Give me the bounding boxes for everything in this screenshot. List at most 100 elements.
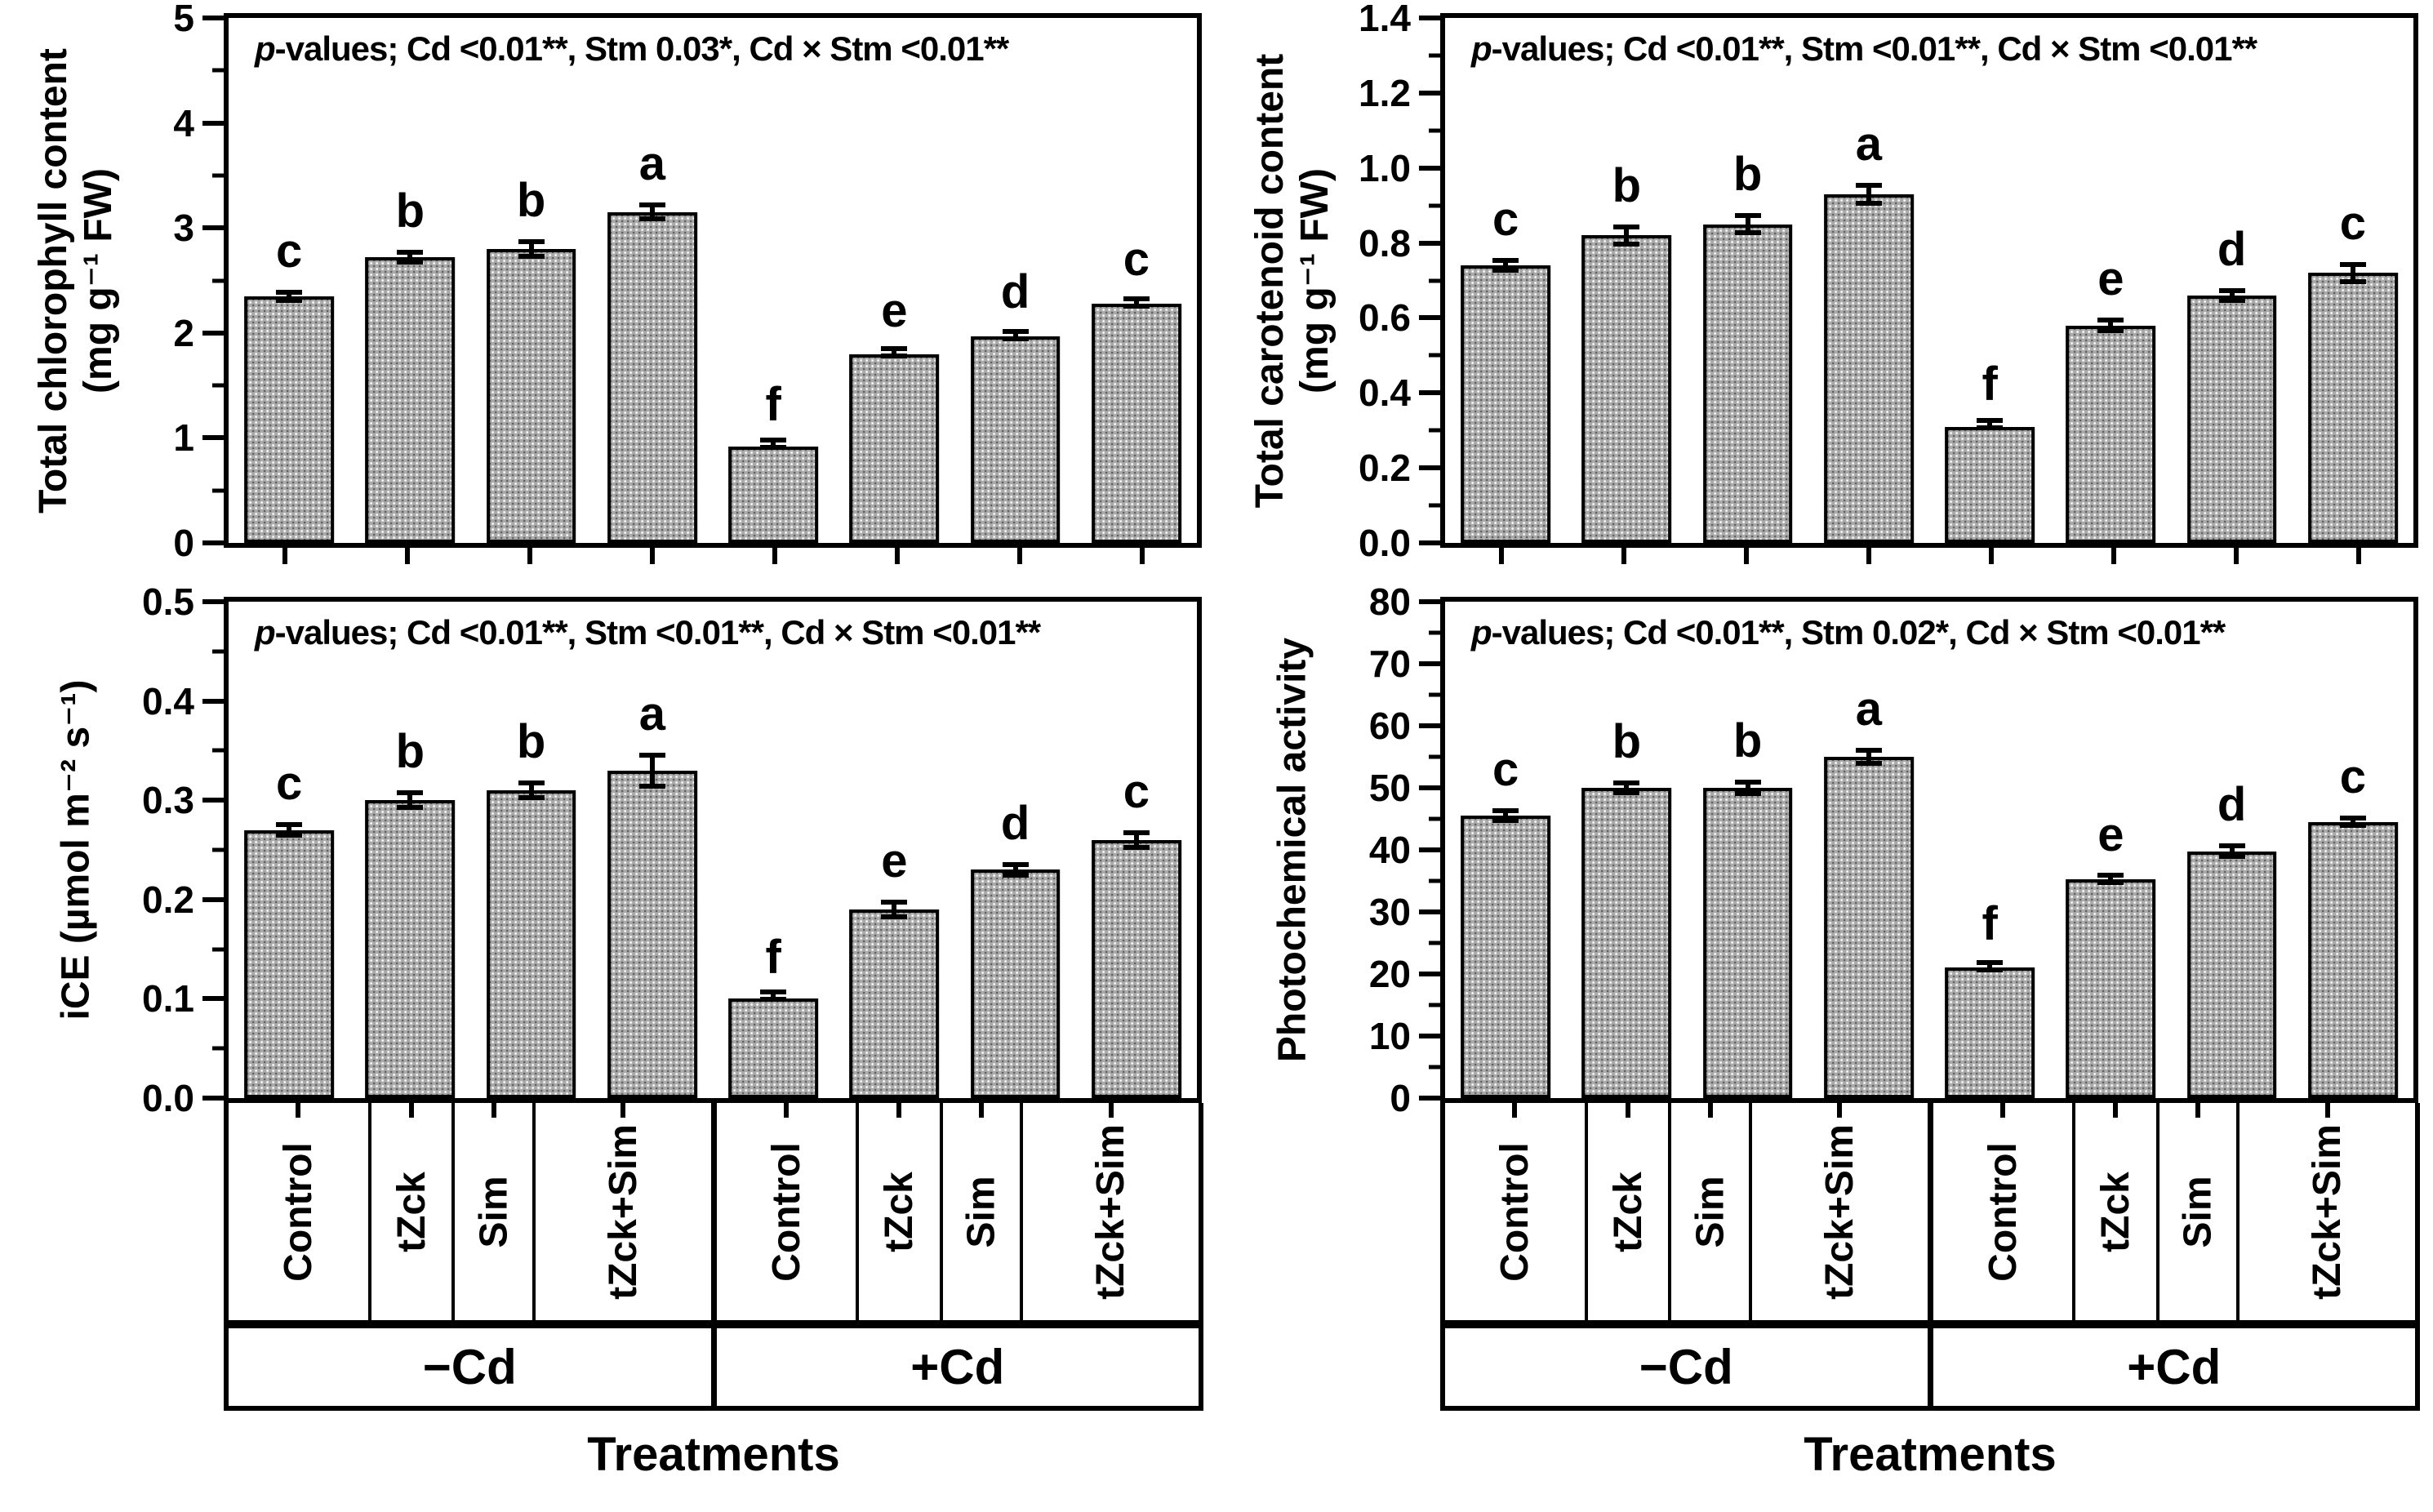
x-category-label: tZck+Sim	[1089, 1123, 1133, 1300]
bar-tzck	[2066, 878, 2156, 1098]
y-axis-title-line: Total chlorophyll content	[31, 47, 75, 514]
x-category-cell: Sim	[942, 1103, 1024, 1320]
error-bar	[1855, 183, 1882, 206]
bar-sim	[970, 336, 1061, 543]
error-bar	[2218, 287, 2245, 304]
y-axis-tick-label: 0.1	[142, 977, 194, 1021]
cd-group-row: −Cd +Cd	[224, 1324, 1203, 1411]
x-category-cell: tZck+Sim	[1751, 1103, 1933, 1320]
y-axis-tick	[202, 698, 224, 704]
y-axis-tick	[202, 16, 224, 20]
x-category-label: tZck	[389, 1171, 434, 1252]
y-axis-tick-label: 60	[1368, 705, 1411, 747]
x-category-cell: Sim	[455, 1103, 536, 1320]
y-axis-tick-label: 0	[1390, 1077, 1411, 1119]
y-axis-tick	[1419, 240, 1440, 246]
y-axis-tick	[1419, 465, 1440, 471]
y-axis-tick	[1429, 353, 1440, 358]
x-axis-tick	[1837, 1103, 1843, 1118]
y-axis-tick	[202, 996, 224, 1002]
bar-tzck	[2066, 325, 2156, 543]
x-category-label: Control	[764, 1141, 808, 1282]
x-axis-tick	[405, 548, 410, 564]
bar-control	[728, 998, 818, 1098]
bar-sim	[2186, 851, 2277, 1098]
significance-letter: f	[1982, 358, 1998, 411]
bar-slot: c	[2293, 602, 2413, 1098]
significance-letter: b	[395, 725, 425, 779]
y-axis-tick	[1419, 315, 1440, 321]
bar-slot: e	[2050, 602, 2171, 1098]
x-axis-tick	[408, 1103, 414, 1118]
x-axis-tick	[2324, 1103, 2330, 1118]
error-bar	[1613, 224, 1640, 247]
x-category-cell: Control	[229, 1103, 371, 1320]
error-bar	[881, 899, 908, 920]
y-axis-tick-label: 0.4	[142, 679, 194, 723]
y-axis-tick-label: 0.8	[1359, 221, 1411, 265]
x-category-label: tZck+Sim	[2306, 1123, 2350, 1300]
y-axis-tick	[1419, 661, 1440, 666]
significance-letter: c	[1123, 233, 1150, 287]
bar-slot: c	[1076, 18, 1197, 543]
bar-sim	[486, 790, 576, 1098]
x-axis-title: Treatments	[587, 1428, 840, 1481]
significance-letter: d	[1000, 796, 1030, 850]
bar-slot: d	[955, 18, 1076, 543]
bar-slot: c	[229, 18, 349, 543]
y-axis-tick-label: 0.4	[1359, 371, 1411, 415]
significance-letter: b	[1612, 158, 1642, 212]
y-axis-tick-label: 1	[173, 416, 194, 460]
bar-tzck-sim	[1092, 303, 1181, 543]
y-axis-tick-label: 70	[1368, 643, 1411, 685]
bar-slot: d	[955, 602, 1076, 1098]
x-axis-tick	[979, 1103, 985, 1118]
y-axis-tick-label: 50	[1368, 767, 1411, 809]
bar-control	[1945, 426, 2035, 543]
bar-sim	[1702, 788, 1793, 1098]
error-bar	[2339, 816, 2366, 829]
y-axis-tick	[1429, 503, 1440, 508]
y-axis-tick	[202, 435, 224, 441]
error-bar	[518, 780, 545, 801]
x-category-cell: Control	[1933, 1103, 2076, 1320]
error-bar	[1123, 296, 1150, 309]
x-category-cell: tZck	[859, 1103, 943, 1320]
p-values-annotation: p-values; Cd <0.01**, Stm 0.02*, Cd × St…	[1471, 613, 2409, 652]
y-axis-tick	[1419, 540, 1440, 545]
y-axis-tick-label: 5	[173, 0, 194, 39]
x-axis-label-table: Control tZck Sim tZck+Sim Control tZck Sim tZck…	[1440, 1103, 2420, 1411]
y-axis-tick-label: 2	[173, 311, 194, 354]
error-bar	[1613, 780, 1640, 796]
y-axis-title-line: (mg g⁻¹ FW)	[1293, 167, 1337, 394]
y-axis-tick	[1429, 1065, 1440, 1070]
error-bar	[760, 437, 787, 450]
bar-tzck	[849, 909, 940, 1098]
figure-column-right: Total carotenoid content (mg g⁻¹ FW) p-v…	[1216, 0, 2433, 1512]
y-axis-tick-label: 1.2	[1359, 71, 1411, 114]
bar-tzck	[849, 354, 940, 543]
bar-slot: d	[2172, 18, 2293, 543]
x-axis-tick	[783, 1103, 789, 1118]
bar-tzck	[365, 257, 456, 543]
error-bar	[881, 345, 908, 358]
x-category-label: tZck+Sim	[601, 1123, 645, 1300]
significance-letter: e	[2097, 807, 2124, 861]
y-axis-tick-label: 0.2	[142, 878, 194, 921]
x-axis-tick	[896, 1103, 902, 1118]
chart-ice: iCE (µmol m⁻² s⁻¹) p-values; Cd <0.01**,…	[7, 583, 1202, 1117]
significance-letter: b	[516, 714, 546, 768]
treatment-label-row: Control tZck Sim tZck+Sim Control tZck Sim tZck…	[224, 1103, 1203, 1325]
x-category-label: Sim	[2176, 1175, 2220, 1248]
y-axis-tick-label: 0.5	[142, 580, 194, 623]
significance-letter: d	[2217, 222, 2247, 276]
bar-slot: b	[349, 18, 470, 543]
x-axis-tick	[772, 548, 777, 564]
y-axis-tick	[212, 947, 224, 952]
y-axis-tick	[1419, 16, 1440, 20]
significance-letter: a	[1855, 118, 1883, 171]
significance-letter: b	[1612, 714, 1642, 768]
x-axis-tick	[282, 548, 287, 564]
y-axis-tick	[212, 383, 224, 388]
x-category-label: Sim	[472, 1175, 516, 1248]
